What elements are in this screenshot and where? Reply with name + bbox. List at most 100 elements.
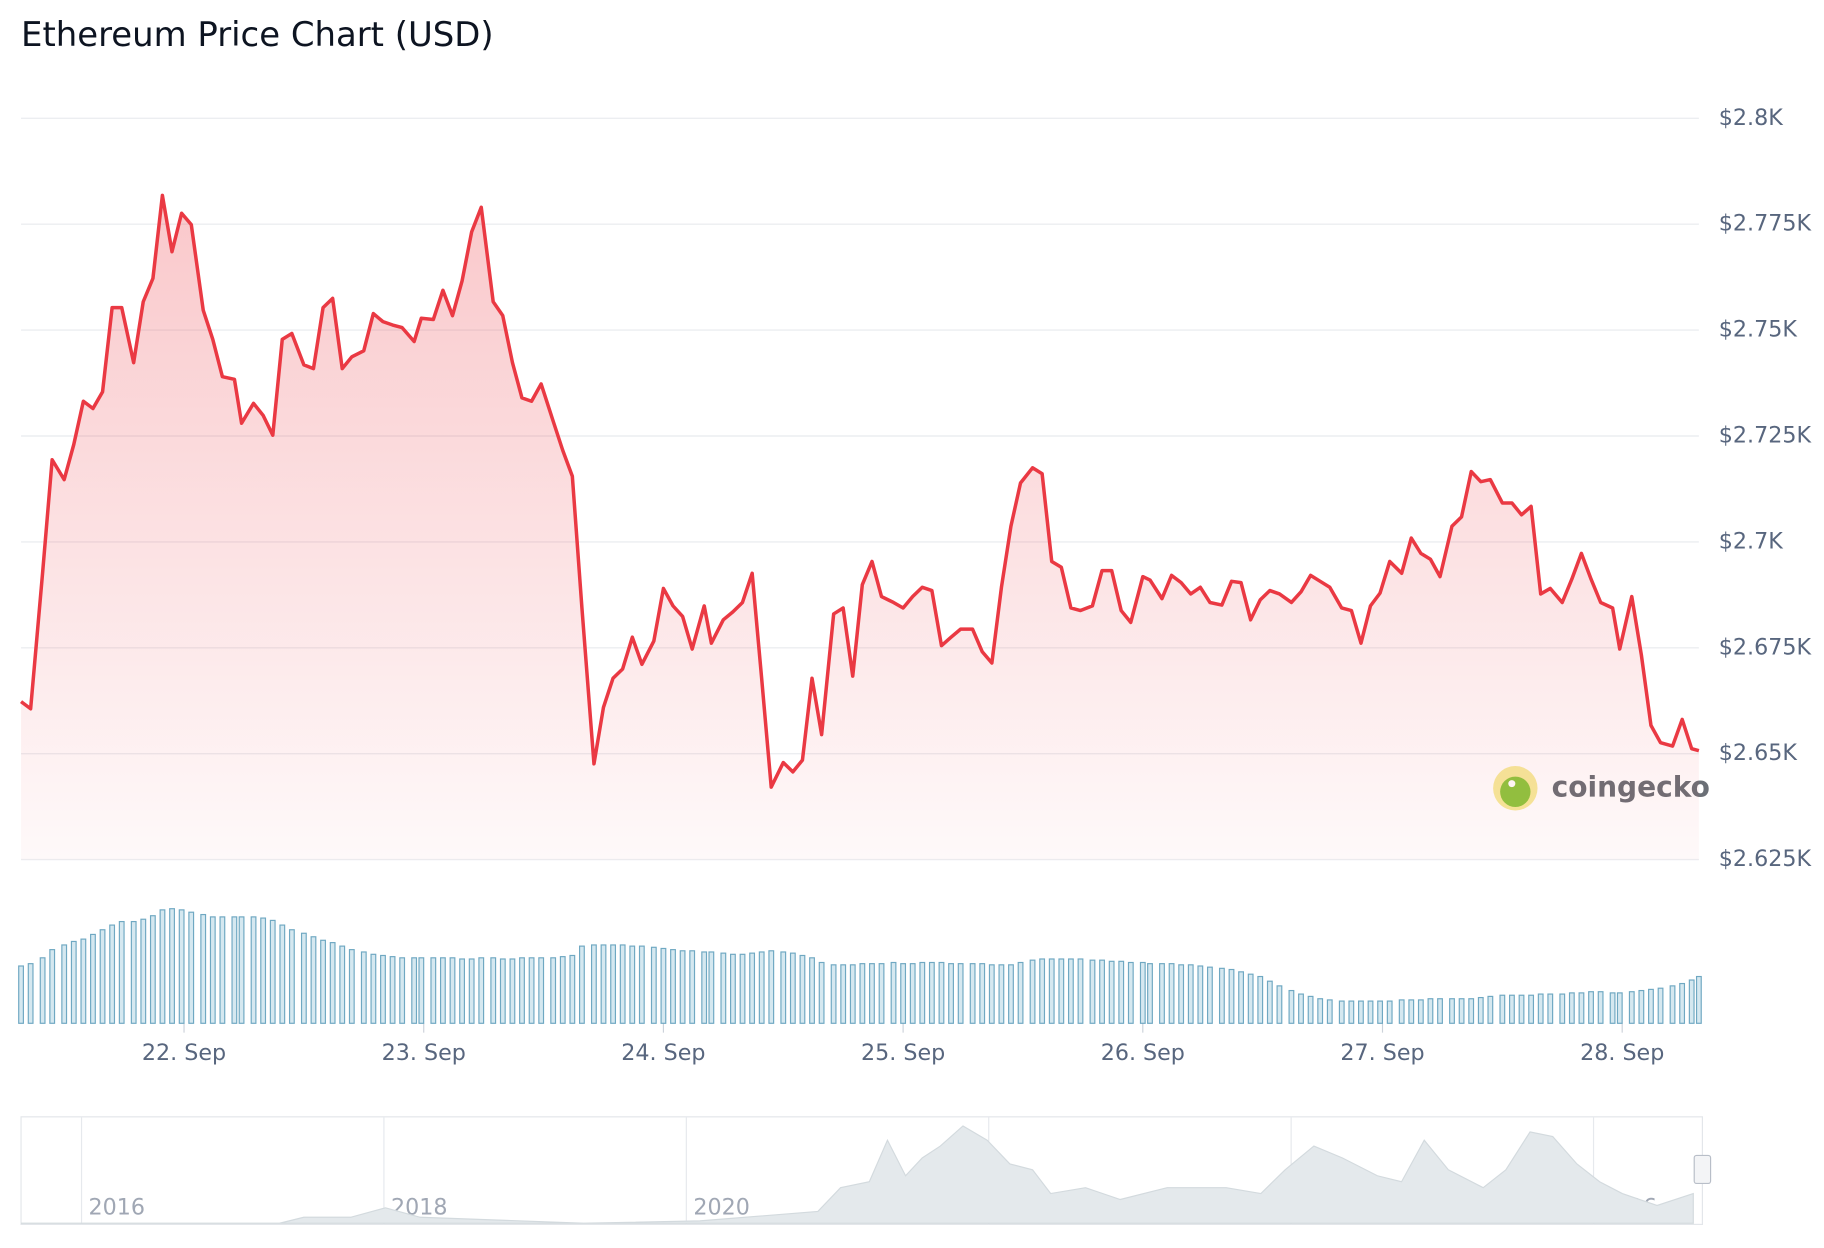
volume-bar [799,954,806,1024]
volume-bar [1358,1000,1364,1024]
volume-bar [499,958,506,1024]
volume-bar [1178,964,1185,1024]
volume-bar [1597,991,1604,1024]
volume-bar [1168,963,1175,1024]
volume-bar [1688,979,1695,1024]
volume-bar [1238,971,1245,1024]
price-line [19,193,1700,789]
volume-bar [909,963,916,1024]
volume-bar [1578,992,1585,1024]
volume-bar [1307,995,1314,1024]
volume-bar [1218,967,1225,1024]
volume-bar [260,917,267,1024]
volume-bar [118,920,125,1024]
y-tick-label: $2.675K [1719,634,1813,660]
volume-bar [708,951,715,1024]
volume-bar [720,952,727,1024]
volume-bar [1468,998,1475,1024]
volume-bar [109,924,116,1024]
volume-bar [600,944,607,1024]
volume-bar [1206,966,1213,1024]
volume-bar [27,963,34,1024]
volume-bar [610,944,617,1024]
volume-bar [1477,996,1484,1024]
volume-bar [1547,993,1554,1024]
volume-bar [1537,993,1544,1024]
volume-bar [780,951,787,1024]
volume-bar [1518,994,1525,1024]
volume-bar [1017,961,1024,1024]
volume-bar [449,957,456,1024]
y-tick-label: $2.8K [1719,105,1784,131]
volume-bar [478,957,485,1024]
volume-bar [849,964,856,1024]
volume-bar [818,961,825,1024]
volume-bar [39,957,46,1024]
volume-bar [1588,991,1594,1024]
volume-bar [250,916,257,1024]
volume-bar [169,908,175,1024]
volume-bar [18,965,24,1024]
volume-bar [1638,989,1645,1024]
volume-bar [768,950,775,1024]
volume-bar [859,963,866,1024]
volume-bar [878,963,885,1024]
volume-bar [370,953,377,1024]
volume-bar [670,949,676,1024]
x-tick-label: 23. Sep [382,1040,466,1066]
y-tick-label: $2.75K [1719,317,1799,343]
volume-bar [1118,960,1125,1024]
volume-bar [988,964,995,1024]
volume-bar [219,916,226,1024]
volume-bar [468,958,475,1024]
volume-bar [1197,965,1204,1024]
volume-bar [310,936,317,1024]
volume-bar [900,963,907,1024]
volume-bar [1528,994,1535,1024]
volume-bar [1247,973,1254,1024]
volume-bar [629,945,636,1024]
volume-bar [550,957,557,1024]
volume-bar [348,949,355,1024]
volume-bar [1257,975,1264,1024]
volume-bar [90,933,96,1024]
volume-bar [998,964,1005,1024]
volume-bar [399,957,406,1024]
x-tick-label: 24. Sep [621,1040,705,1066]
volume-bar [1616,992,1623,1024]
x-tick-label: 28. Sep [1580,1040,1664,1066]
volume-bar [1568,992,1575,1024]
volume-bar [149,915,156,1024]
volume-bar [730,953,736,1024]
volume-bar [320,939,326,1024]
volume-bar [948,963,954,1024]
volume-bar [739,953,746,1024]
volume-bar [418,957,425,1024]
volume-bar [389,956,396,1024]
volume-bar [439,957,446,1024]
volume-bar [1326,999,1333,1024]
volume-bar [269,919,276,1024]
volume-bar [1386,1000,1393,1024]
volume-bar [979,963,986,1024]
volume-bar [80,938,87,1024]
volume-bar [1058,958,1065,1024]
navigator-area [21,1125,1694,1224]
x-tick-label: 22. Sep [142,1040,226,1066]
volume-bar [140,918,147,1024]
volume-bar [638,945,645,1024]
volume-bar [360,951,367,1024]
volume-bar [288,929,295,1024]
volume-bar [1628,991,1635,1024]
volume-bar [209,916,216,1024]
volume-bar [590,944,597,1024]
volume-bar [830,964,837,1024]
volume-bar [130,920,137,1024]
volume-bar [231,916,238,1024]
volume-bar [619,944,626,1024]
volume-bar [559,956,566,1024]
volume-bar [1559,993,1566,1024]
volume-bar [809,957,815,1024]
volume-bar [1437,998,1443,1024]
